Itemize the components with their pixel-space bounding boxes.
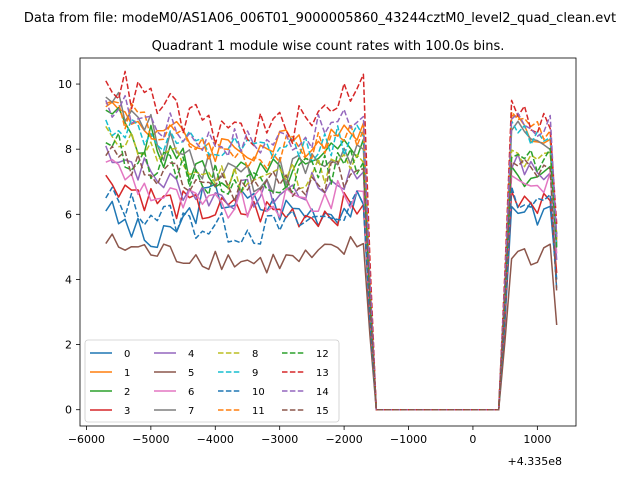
legend-label: 8	[252, 349, 258, 360]
x-offset-label: +4.335e8	[508, 455, 562, 468]
legend-label: 4	[188, 349, 194, 360]
x-tick-label: −3000	[261, 433, 298, 446]
legend-label: 9	[252, 368, 258, 379]
x-tick-label: −1000	[390, 433, 427, 446]
legend-label: 15	[316, 406, 329, 417]
x-axis: −6000 −5000 −4000 −3000 −2000 −1000 0 1000	[68, 426, 551, 446]
series-layer	[105, 70, 558, 411]
y-tick-label: 2	[65, 339, 72, 352]
x-tick-label: 0	[469, 433, 476, 446]
y-tick-label: 6	[65, 208, 72, 221]
x-tick-label: −4000	[197, 433, 234, 446]
legend-label: 6	[188, 387, 194, 398]
legend-label: 2	[124, 387, 130, 398]
figure-suptitle: Data from file: modeM0/AS1A06_006T01_900…	[24, 11, 616, 26]
legend-label: 0	[124, 349, 130, 360]
legend-label: 7	[188, 406, 194, 417]
legend-label: 5	[188, 368, 194, 379]
y-axis: 0 2 4 6 8 10	[58, 78, 80, 417]
x-tick-label: −6000	[68, 433, 105, 446]
legend-label: 14	[316, 387, 329, 398]
plot-frame	[79, 57, 577, 427]
y-tick-label: 4	[65, 273, 72, 286]
legend-label: 11	[252, 406, 265, 417]
series-line-13	[105, 70, 558, 411]
legend-label: 12	[316, 349, 329, 360]
legend-label: 13	[316, 368, 329, 379]
y-tick-label: 8	[65, 143, 72, 156]
y-tick-label: 0	[65, 404, 72, 417]
legend-label: 10	[252, 387, 265, 398]
x-tick-label: 1000	[523, 433, 551, 446]
legend-label: 3	[124, 406, 130, 417]
x-tick-label: −2000	[325, 433, 362, 446]
x-tick-label: −5000	[132, 433, 169, 446]
legend-label: 1	[124, 368, 130, 379]
legend-box	[84, 339, 340, 423]
chart-title: Quadrant 1 module wise count rates with …	[152, 39, 505, 54]
y-tick-label: 10	[58, 78, 72, 91]
series-line-15	[105, 145, 558, 411]
